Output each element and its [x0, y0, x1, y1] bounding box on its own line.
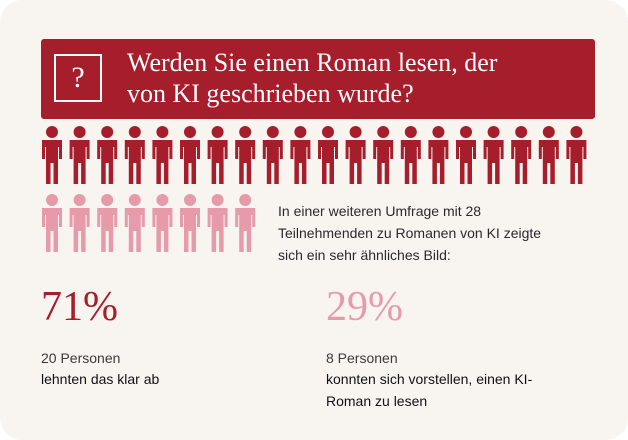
person-reject-icon [152, 126, 173, 184]
person-accept-icon [207, 194, 228, 252]
person-reject-icon [511, 126, 532, 184]
question-line: Werden Sie einen Roman lesen, der [127, 48, 498, 77]
person-reject-icon [373, 126, 394, 184]
stat-accept: 29% 8 Personen konnten sich vorstellen, … [326, 284, 532, 412]
intro-line: In einer weiteren Umfrage mit 28 [278, 203, 482, 219]
stat-reject: 71% 20 Personen lehnten das klar ab [41, 284, 159, 390]
person-reject-icon [207, 126, 228, 184]
person-reject-icon [400, 126, 421, 184]
person-accept-icon [180, 194, 200, 252]
stat-accept-percent: 29% [326, 284, 403, 330]
person-reject-icon [318, 126, 338, 184]
person-reject-icon [483, 126, 504, 184]
person-reject-icon [456, 126, 476, 184]
stat-accept-desc: konnten sich vorstellen, einen KI- [326, 371, 533, 387]
person-reject-icon [290, 126, 311, 184]
person-reject-icon [97, 126, 118, 184]
person-accept-icon [42, 194, 62, 252]
person-accept-icon [124, 194, 145, 252]
person-reject-icon [566, 126, 587, 184]
person-reject-icon [262, 126, 283, 184]
intro-line: Teilnehmenden zu Romanen von KI zeigte [278, 225, 542, 241]
stat-reject-persons: 20 Personen [41, 350, 121, 366]
person-reject-icon [428, 126, 449, 184]
person-reject-icon [235, 126, 256, 184]
person-reject-icon [42, 126, 62, 184]
stat-reject-percent: 71% [41, 284, 118, 330]
question-banner: ? Werden Sie einen Roman lesen, der von … [41, 39, 595, 119]
stat-accept-persons: 8 Personen [326, 350, 398, 366]
intro-line: sich ein sehr ähnliches Bild: [278, 247, 451, 263]
person-accept-icon [69, 194, 90, 252]
question-line: von KI geschrieben wurde? [127, 79, 414, 108]
stat-accept-desc: Roman zu lesen [326, 393, 428, 409]
person-accept-icon [152, 194, 173, 252]
person-reject-icon [69, 126, 90, 184]
survey-intro: In einer weiteren Umfrage mit 28 Teilneh… [278, 200, 598, 266]
question-title: Werden Sie einen Roman lesen, der von KI… [127, 47, 587, 109]
person-reject-icon [538, 126, 559, 184]
question-mark-icon: ? [54, 54, 102, 102]
person-accept-icon [235, 194, 256, 252]
person-reject-icon [180, 126, 200, 184]
person-reject-icon [345, 126, 366, 184]
stat-reject-desc: lehnten das klar ab [41, 371, 160, 387]
person-accept-icon [97, 194, 118, 252]
person-reject-icon [124, 126, 145, 184]
